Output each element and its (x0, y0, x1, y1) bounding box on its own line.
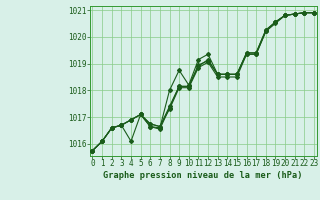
X-axis label: Graphe pression niveau de la mer (hPa): Graphe pression niveau de la mer (hPa) (103, 171, 303, 180)
